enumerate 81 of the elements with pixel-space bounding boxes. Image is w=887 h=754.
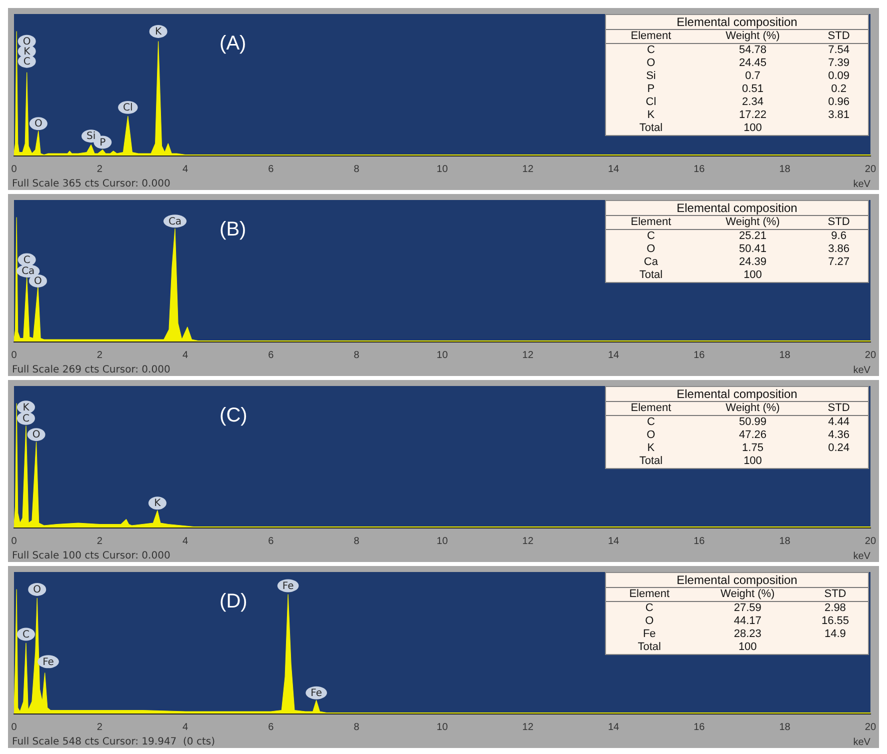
x-tick-label: 16 — [694, 350, 706, 361]
chart-title: (A) — [220, 32, 246, 55]
x-tick-label: 2 — [96, 164, 103, 175]
x-tick-label: 18 — [779, 722, 791, 733]
x-tick-label: 8 — [354, 350, 360, 361]
composition-table: Elemental composition Element Weight (%) STD C 50.99 4.44 O 47.26 4.36 K 1.75 0.24 Total 100 — [605, 386, 869, 469]
x-tick-label: 0 — [11, 164, 18, 175]
x-tick-label: 14 — [608, 536, 620, 547]
chart-title: (C) — [220, 404, 248, 427]
annotation: O — [32, 430, 40, 441]
x-tick-label: 10 — [436, 164, 448, 175]
annotation: Cl — [123, 102, 133, 114]
annotation: Ca — [22, 266, 35, 278]
x-tick-label: 2 — [96, 722, 103, 733]
x-tick-label: 0 — [11, 722, 18, 733]
x-axis-title: keV — [853, 364, 871, 376]
annotation: C — [22, 629, 30, 640]
x-tick-label: 2 — [96, 536, 103, 547]
x-tick-label: 20 — [864, 350, 876, 361]
x-tick-label: 2 — [96, 350, 103, 361]
annotation: C — [23, 254, 30, 266]
x-tick-label: 14 — [608, 350, 620, 361]
x-tick-label: 16 — [694, 722, 706, 733]
x-tick-label: 12 — [522, 536, 534, 547]
annotation: O — [33, 584, 42, 596]
text: Full Scale 269 cts Cursor: 0.000 — [12, 364, 170, 376]
chart-title: (B) — [220, 218, 246, 241]
x-tick-label: 18 — [779, 536, 791, 547]
x-tick-label: 12 — [522, 164, 534, 175]
composition-table: Elemental composition Element Weight (%) STD C 54.78 7.54 O 24.45 7.39 Si 0.7 0.09 P 0.51 0.2 Cl 2.34 0.96 K 17.22 3.81 Total 100 — [605, 14, 869, 136]
x-tick-label: 4 — [182, 350, 189, 361]
annotation: C — [22, 413, 30, 424]
annotation: Ca — [168, 216, 182, 228]
x-tick-label: 6 — [268, 350, 274, 361]
x-axis-title: keV — [853, 178, 871, 190]
x-tick-label: 20 — [864, 164, 876, 175]
x-tick-label: 10 — [436, 536, 448, 547]
annotation: K — [22, 402, 30, 414]
x-tick-label: 14 — [608, 722, 620, 733]
x-tick-label: 12 — [522, 350, 534, 361]
annotation: O — [34, 276, 42, 288]
x-tick-label: 0 — [11, 350, 18, 361]
x-axis-title: keV — [853, 550, 871, 562]
annotation: P — [100, 137, 106, 148]
composition-table: Elemental composition Element Weight (%) STD C 25.21 9.6 O 50.41 3.86 Ca 24.39 7.27 Total 100 — [605, 200, 869, 283]
x-tick-label: 14 — [608, 164, 620, 175]
x-tick-label: 0 — [11, 536, 18, 547]
annotation: C — [23, 56, 30, 68]
x-tick-label: 10 — [436, 350, 448, 361]
x-tick-label: 18 — [779, 164, 791, 175]
x-tick-label: 18 — [779, 350, 791, 361]
annotation: Fe — [310, 688, 322, 699]
composition-table: Elemental composition Element Weight (%) STD C 27.59 2.98 O 44.17 16.55 Fe 28.23 14.9 Total 100 — [605, 572, 869, 655]
annotation: O — [34, 118, 42, 130]
annotation: O — [22, 36, 31, 48]
x-tick-label: 8 — [354, 164, 360, 175]
x-tick-label: 20 — [864, 536, 876, 547]
x-tick-label: 6 — [268, 536, 274, 547]
x-tick-label: 12 — [522, 722, 534, 733]
x-tick-label: 16 — [694, 536, 706, 547]
x-tick-label: 6 — [268, 164, 274, 175]
x-tick-label: 4 — [182, 164, 189, 175]
x-tick-label: 8 — [354, 536, 360, 547]
annotation: K — [24, 46, 31, 58]
x-tick-label: 6 — [268, 722, 274, 733]
x-tick-label: 4 — [182, 722, 189, 733]
chart-title: (D) — [220, 590, 248, 613]
text: Full Scale 365 cts Cursor: 0.000 — [12, 178, 170, 190]
annotation: Fe — [282, 580, 294, 592]
x-tick-label: 8 — [354, 722, 360, 733]
x-axis-title: keV — [853, 736, 871, 748]
annotation: Si — [86, 131, 96, 142]
x-tick-label: 20 — [864, 722, 876, 733]
annotation: K — [155, 26, 162, 38]
x-tick-label: 16 — [694, 164, 706, 175]
annotation: K — [154, 498, 162, 510]
text: Full Scale 548 cts Cursor: 19.947 (0 cts) — [12, 736, 216, 748]
x-tick-label: 10 — [436, 722, 448, 733]
text: Full Scale 100 cts Cursor: 0.000 — [12, 550, 170, 562]
x-tick-label: 4 — [182, 536, 189, 547]
annotation: Fe — [42, 656, 54, 668]
